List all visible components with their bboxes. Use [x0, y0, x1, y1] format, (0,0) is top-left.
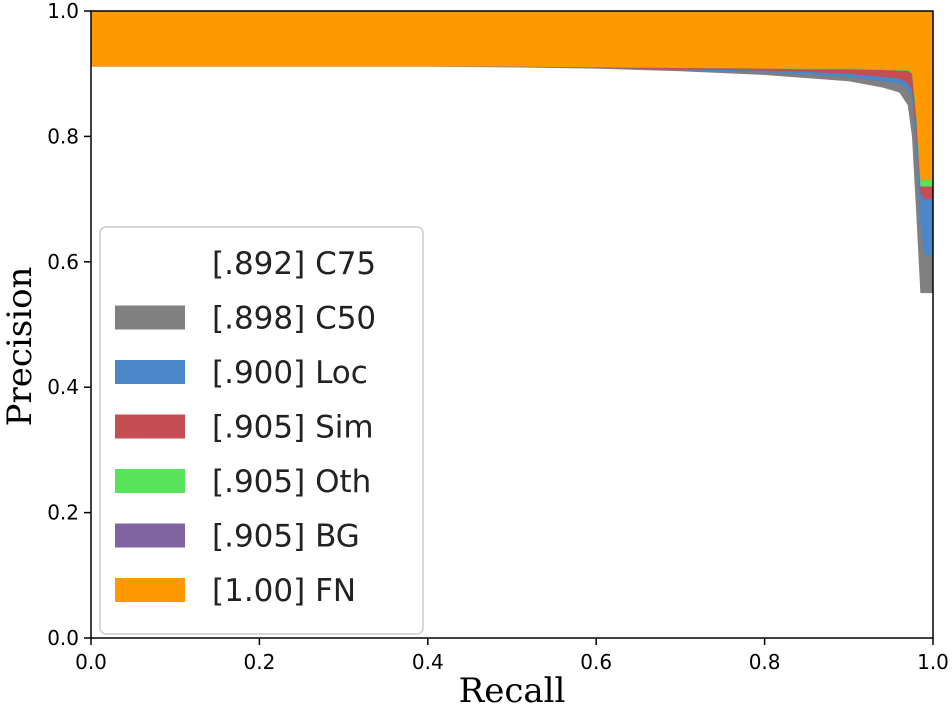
x-tick-label: 0.0: [75, 650, 107, 674]
legend-swatch: [115, 360, 185, 384]
y-tick-label: 1.0: [47, 0, 79, 23]
y-axis-ticks: 0.0 0.2 0.4 0.6 0.8 1.0: [47, 0, 91, 650]
legend-label: [.900] Loc: [212, 355, 368, 391]
legend-label: [.905] Sim: [212, 410, 374, 446]
x-tick-label: 0.6: [580, 650, 612, 674]
legend-swatch: [115, 305, 185, 330]
y-axis-title: Precision: [0, 267, 40, 427]
x-axis-ticks: 0.0 0.2 0.4 0.6 0.8 1.0: [75, 638, 949, 674]
x-tick-label: 0.8: [749, 650, 781, 674]
x-axis-title: Recall: [459, 671, 566, 707]
legend-swatch: [115, 414, 185, 439]
legend-label: [.905] Oth: [212, 464, 371, 500]
legend-label: [.898] C50: [212, 301, 376, 337]
y-tick-label: 0.0: [47, 626, 79, 650]
legend-swatch: [115, 469, 185, 493]
legend: [.892] C75 [.898] C50 [.900] Loc [.905] Sim…: [99, 226, 424, 635]
legend-swatch: [115, 251, 185, 275]
y-tick-label: 0.8: [47, 124, 79, 148]
y-tick-label: 0.4: [47, 375, 79, 399]
x-tick-label: 1.0: [917, 650, 949, 674]
legend-label: [.892] C75: [212, 246, 376, 282]
plot-frame: [90, 10, 934, 639]
y-tick-label: 0.6: [47, 250, 79, 274]
legend-swatch: [115, 578, 185, 602]
x-tick-label: 0.2: [243, 650, 275, 674]
legend-label: [1.00] FN: [212, 573, 356, 609]
legend-swatch: [115, 523, 185, 548]
legend-label: [.905] BG: [212, 519, 360, 555]
y-tick-label: 0.2: [47, 501, 79, 525]
x-tick-label: 0.4: [412, 650, 444, 674]
